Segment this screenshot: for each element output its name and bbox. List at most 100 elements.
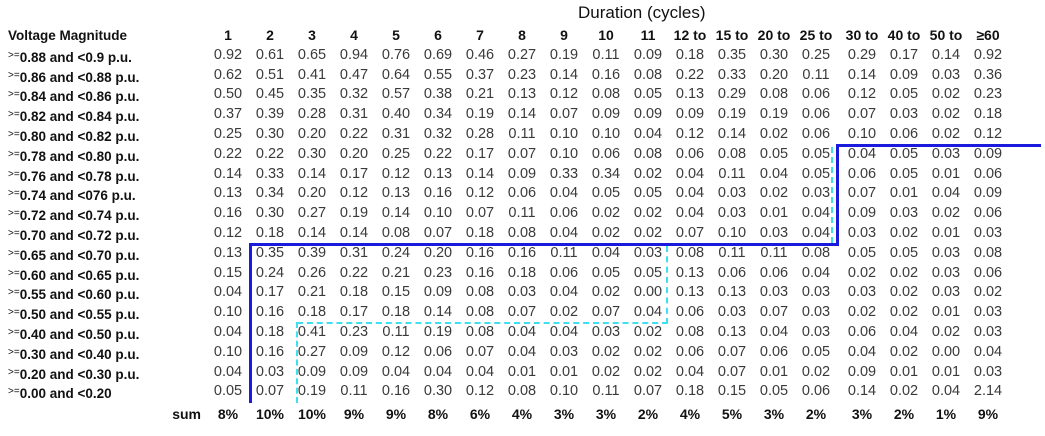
table-cell: 0.13 xyxy=(507,86,537,103)
region-border-vertical-right xyxy=(836,144,839,246)
table-cell: 0.13 xyxy=(717,323,747,340)
table-cell: 0.02 xyxy=(591,205,621,222)
table-cell: 0.08 xyxy=(759,86,789,103)
table-cell: 0.05 xyxy=(801,145,831,162)
table-cell: 0.03 xyxy=(973,304,1003,321)
sum-cell: 8% xyxy=(427,406,449,423)
table-cell: 0.16 xyxy=(507,244,537,261)
column-header: 15 to xyxy=(715,27,749,43)
table-cell: 0.05 xyxy=(801,343,831,360)
table-cell: 0.16 xyxy=(423,185,453,202)
table-cell: 0.39 xyxy=(297,244,327,261)
region-border-top-right xyxy=(836,144,1041,147)
table-cell: 0.09 xyxy=(847,205,877,222)
table-cell: 0.19 xyxy=(339,205,369,222)
sum-label: sum xyxy=(172,406,201,423)
table-cell: 0.55 xyxy=(423,66,453,83)
sum-cell: 6% xyxy=(469,406,491,423)
operator: >= xyxy=(8,109,20,121)
table-cell: 0.37 xyxy=(213,106,243,123)
table-cell: 0.21 xyxy=(465,86,495,103)
table-cell: 0.09 xyxy=(423,284,453,301)
table-cell: 0.04 xyxy=(549,224,579,241)
table-cell: 0.08 xyxy=(675,323,705,340)
column-header: 1 xyxy=(224,27,232,43)
range: 0.60 and <0.65 p.u. xyxy=(19,267,140,283)
table-cell: 0.35 xyxy=(255,244,285,261)
column-header: 4 xyxy=(350,27,358,43)
table-cell: 0.07 xyxy=(591,304,621,321)
table-cell: 0.14 xyxy=(847,383,877,400)
table-cell: 0.08 xyxy=(465,284,495,301)
sum-cell: 9% xyxy=(977,406,999,423)
table-cell: 0.04 xyxy=(465,363,495,380)
row-label: >=0.65 and <0.70 p.u. xyxy=(0,244,207,264)
table-cell: 0.07 xyxy=(717,343,747,360)
sum-cell: 2% xyxy=(893,406,915,423)
table-cell: 0.17 xyxy=(255,284,285,301)
table-cell: 0.06 xyxy=(973,264,1003,281)
table-cell: 0.11 xyxy=(508,125,536,142)
table-cell: 0.02 xyxy=(549,304,579,321)
row-label: >=0.60 and <0.65 p.u. xyxy=(0,264,207,284)
table-cell: 0.18 xyxy=(297,304,327,321)
table-cell: 0.18 xyxy=(255,323,285,340)
table-cell: 0.18 xyxy=(465,224,495,241)
table-cell: 0.10 xyxy=(717,224,747,241)
table-cell: 0.16 xyxy=(465,244,495,261)
operator: >= xyxy=(8,148,20,160)
table-cell: 0.04 xyxy=(889,323,919,340)
table-cell: 0.04 xyxy=(931,383,961,400)
table-cell: 0.11 xyxy=(550,244,578,261)
table-cell: 0.15 xyxy=(717,383,747,400)
table-cell: 0.04 xyxy=(973,343,1003,360)
table-cell: 0.07 xyxy=(847,106,877,123)
table-cell: 0.05 xyxy=(591,185,621,202)
range: 0.20 and <0.30 p.u. xyxy=(19,366,140,382)
dashed-border-vertical-left xyxy=(296,322,298,403)
table-cell: 0.25 xyxy=(381,145,411,162)
table-cell: 0.04 xyxy=(591,244,621,261)
table-cell: 0.18 xyxy=(339,284,369,301)
table-cell: 0.08 xyxy=(675,244,705,261)
table-cell: 0.22 xyxy=(255,145,285,162)
column-header: 11 xyxy=(640,27,656,43)
table-cell: 0.01 xyxy=(889,363,919,380)
table-cell: 0.03 xyxy=(973,224,1003,241)
table-cell: 0.24 xyxy=(255,264,285,281)
table-cell: 0.06 xyxy=(801,86,831,103)
table-cell: 0.04 xyxy=(801,264,831,281)
table-cell: 0.02 xyxy=(801,363,831,380)
range: 0.72 and <0.74 p.u. xyxy=(19,208,140,224)
table-cell: 0.08 xyxy=(507,224,537,241)
table-cell: 0.11 xyxy=(592,383,620,400)
table-cell: 0.12 xyxy=(973,125,1003,142)
table-cell: 0.13 xyxy=(675,264,705,281)
table-cell: 0.19 xyxy=(717,106,747,123)
table-cell: 0.02 xyxy=(591,363,621,380)
table-cell: 0.05 xyxy=(889,165,919,182)
table-cell: 0.62 xyxy=(213,66,243,83)
table-cell: 0.23 xyxy=(339,323,369,340)
column-header: ≥60 xyxy=(976,27,1000,43)
operator: >= xyxy=(8,346,20,358)
operator: >= xyxy=(8,247,20,259)
table-cell: 0.05 xyxy=(591,264,621,281)
table-cell: 0.04 xyxy=(549,185,579,202)
table-cell: 0.24 xyxy=(381,244,411,261)
table-cell: 0.23 xyxy=(423,264,453,281)
sum-cell: 9% xyxy=(385,406,407,423)
table-cell: 0.01 xyxy=(507,363,537,380)
table-cell: 0.13 xyxy=(423,165,453,182)
table-cell: 0.07 xyxy=(255,383,285,400)
column-header: 10 xyxy=(598,27,614,43)
table-cell: 0.12 xyxy=(381,343,411,360)
operator: >= xyxy=(8,267,20,279)
column-header: 40 to xyxy=(887,27,921,43)
table-cell: 0.06 xyxy=(759,343,789,360)
table-cell: 0.40 xyxy=(381,106,411,123)
table-cell: 0.23 xyxy=(507,66,537,83)
table-cell: 0.14 xyxy=(297,224,327,241)
table-cell: 0.05 xyxy=(633,264,663,281)
table-cell: 0.08 xyxy=(973,244,1003,261)
